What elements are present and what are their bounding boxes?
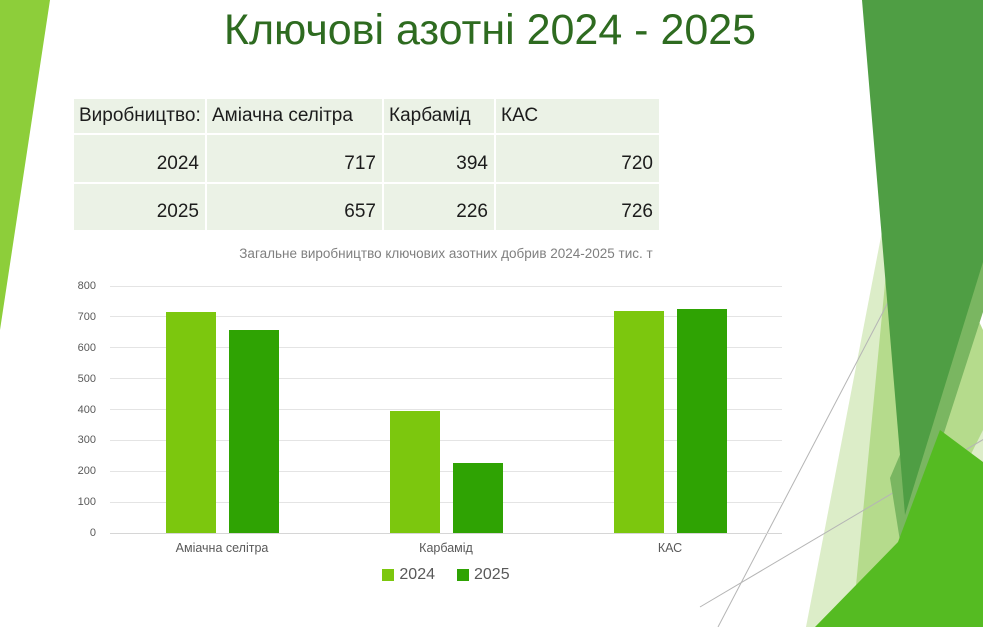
chart-x-axis-labels: Аміачна селітра Карбамід КАС	[110, 541, 782, 555]
production-table: Виробництво: Аміачна селітра Карбамід КАС 20…	[74, 99, 659, 230]
y-tick-label: 100	[77, 496, 96, 509]
y-tick-label: 700	[77, 310, 96, 323]
table-value-cell: 720	[496, 135, 659, 182]
bar-2025-3	[676, 308, 727, 533]
legend-swatch-icon	[382, 569, 395, 581]
table-header-cell: Виробництво:	[74, 99, 205, 133]
gridline-600	[110, 347, 782, 349]
slide-title: Ключові азотні 2024 - 2025	[223, 6, 757, 54]
x-axis-label: Аміачна селітра	[175, 541, 269, 555]
y-tick-label: 800	[77, 280, 96, 292]
right-pale-triangle	[806, 148, 983, 627]
y-tick-label: 600	[77, 341, 96, 354]
gridline-300	[110, 439, 782, 441]
y-tick-label: 200	[77, 465, 96, 478]
legend-swatch-icon	[457, 569, 469, 581]
table-value-cell: 657	[207, 184, 382, 230]
gridline-800	[110, 285, 782, 287]
right-mid-band-triangle	[890, 260, 983, 560]
right-bright-triangle	[815, 430, 983, 627]
legend-item-2024: 2024	[382, 566, 435, 584]
y-tick-label: 0	[89, 527, 96, 539]
gridline-100	[110, 501, 782, 503]
left-accent-triangle	[0, 0, 50, 330]
chart-legend: 2024 2025	[110, 566, 782, 584]
table-value-cell: 717	[207, 135, 382, 182]
legend-label: 2024	[399, 566, 435, 583]
table-value-cell: 726	[496, 184, 659, 230]
right-thin-line-1	[865, 0, 974, 627]
bar-2025-2	[452, 463, 503, 533]
legend-item-2025: 2025	[457, 566, 510, 584]
gridline-0	[110, 532, 782, 534]
legend-label: 2025	[474, 566, 510, 583]
table-value-cell: 2024	[74, 135, 205, 182]
bar-2024-1	[165, 311, 216, 533]
table-header-cell: КАС	[496, 99, 659, 133]
bar-2025-1	[228, 330, 279, 533]
y-tick-label: 400	[77, 403, 96, 416]
right-medium-triangle	[862, 0, 983, 515]
table-value-cell: 226	[384, 184, 494, 230]
gridline-700	[110, 316, 782, 318]
table-value-cell: 394	[384, 135, 494, 182]
y-tick-label: 300	[77, 434, 96, 447]
right-light-triangle	[852, 148, 983, 627]
x-axis-label: КАС	[657, 541, 683, 555]
table-header-cell: Аміачна селітра	[207, 99, 382, 133]
chart-y-axis: 0 100 200 300 400 500 600 700 800	[58, 280, 102, 539]
table-header-cell: Карбамід	[384, 99, 494, 133]
gridline-500	[110, 378, 782, 380]
chart-plot-area	[110, 285, 782, 534]
bar-2024-2	[389, 411, 440, 533]
gridline-200	[110, 470, 782, 472]
bar-2024-3	[613, 310, 664, 533]
table-value-cell: 2025	[74, 184, 205, 230]
chart-title: Загальне виробництво ключових азотних до…	[239, 246, 653, 261]
x-axis-label: Карбамід	[419, 541, 473, 555]
gridline-400	[110, 409, 782, 410]
y-tick-label: 500	[77, 372, 96, 385]
